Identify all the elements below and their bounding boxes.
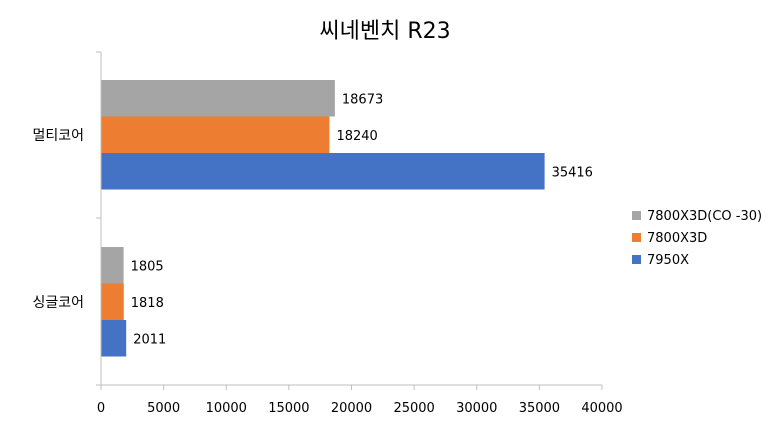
data-label: 1818 (131, 296, 164, 311)
data-label: 1805 (131, 259, 164, 274)
bar (101, 116, 330, 153)
bar (101, 153, 545, 190)
data-label: 18673 (342, 92, 383, 107)
x-tick-label: 0 (97, 401, 105, 416)
legend-swatch (632, 211, 641, 220)
x-tick-label: 10000 (206, 401, 247, 416)
bar (101, 320, 127, 357)
x-tick-label: 15000 (268, 401, 309, 416)
bar (101, 247, 124, 284)
chart-title: 씨네벤치 R23 (319, 19, 450, 44)
legend-swatch (632, 255, 641, 264)
legend-swatch (632, 233, 641, 242)
bar (101, 80, 335, 117)
data-labels: 18673 18240 35416 1805 1818 2011 (131, 92, 593, 347)
category-label: 멀티코어 (32, 128, 84, 144)
data-label: 35416 (552, 165, 593, 180)
legend: 7800X3D(CO -30) 7800X3D 7950X (632, 209, 762, 268)
x-tick-label: 35000 (519, 401, 560, 416)
legend-entry: 7800X3D(CO -30) (647, 209, 762, 224)
x-tick-label: 25000 (393, 401, 434, 416)
data-label: 18240 (336, 129, 377, 144)
x-tick-label: 5000 (147, 401, 180, 416)
legend-entry: 7950X (647, 253, 689, 268)
bar (101, 283, 124, 320)
x-tick-label: 30000 (456, 401, 497, 416)
axes: 0 5000 10000 15000 20000 25000 30000 35000 40000… (32, 51, 623, 416)
x-tick-label: 20000 (331, 401, 372, 416)
legend-entry: 7800X3D (647, 231, 707, 246)
bars (101, 80, 545, 357)
data-label: 2011 (133, 332, 166, 347)
x-tick-label: 40000 (581, 401, 622, 416)
category-label: 싱글코어 (32, 295, 84, 311)
